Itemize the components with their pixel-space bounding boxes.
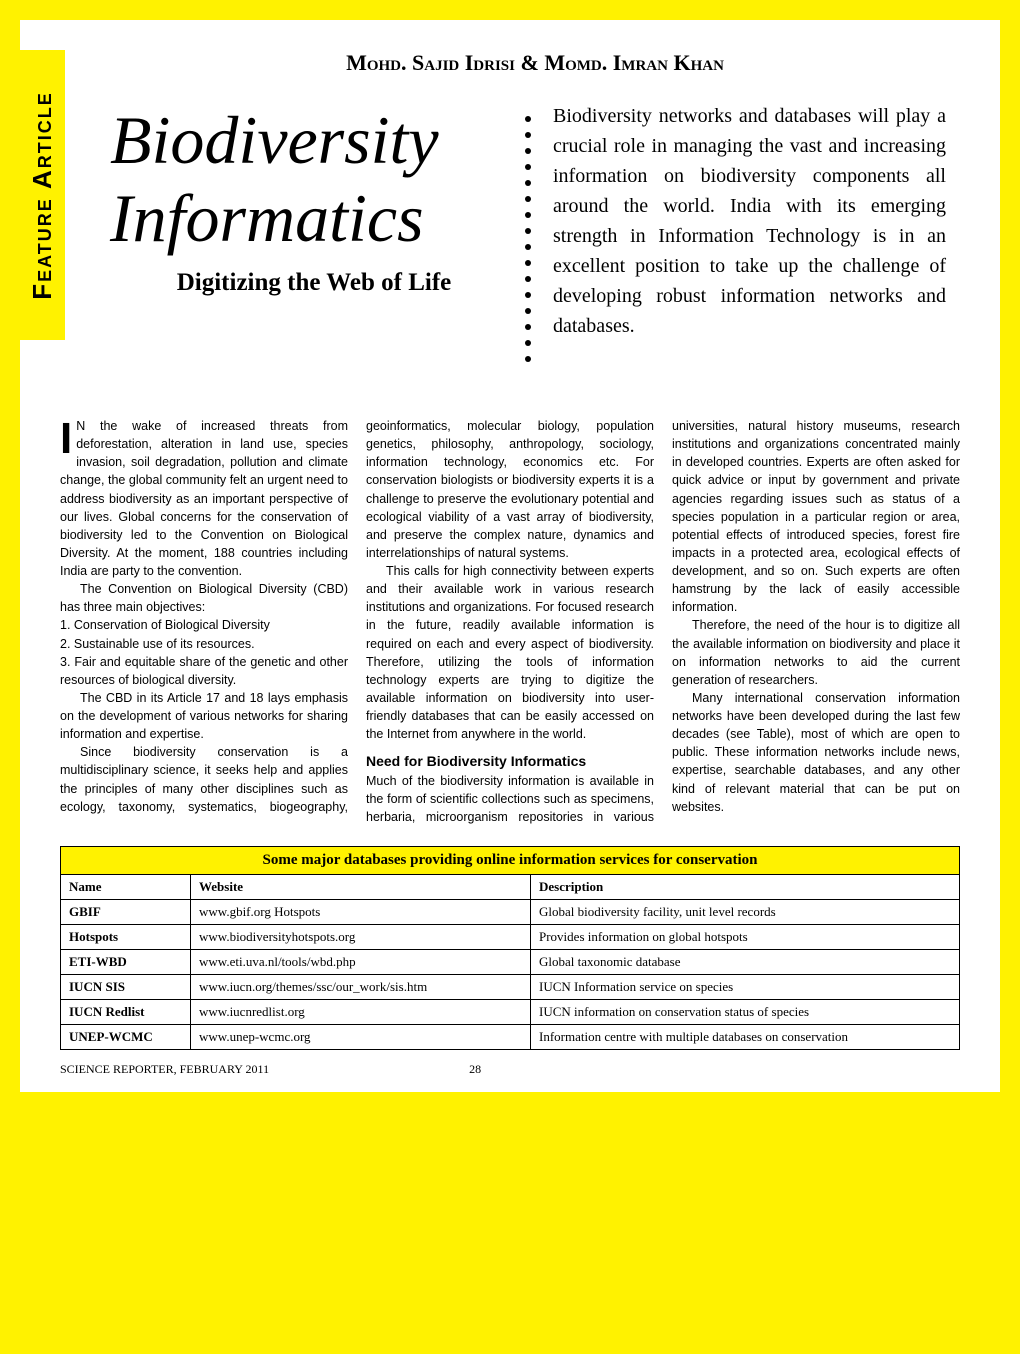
footer-page-number: 28 bbox=[469, 1062, 481, 1077]
col-description: Description bbox=[531, 874, 960, 899]
article-body: IN the wake of increased threats from de… bbox=[60, 417, 960, 826]
para-1-text: N the wake of increased threats from def… bbox=[60, 419, 348, 578]
objective-3: 3. Fair and equitable share of the genet… bbox=[60, 653, 348, 689]
table-body: GBIF www.gbif.org Hotspots Global biodiv… bbox=[61, 899, 960, 1049]
para-1: IN the wake of increased threats from de… bbox=[60, 417, 348, 580]
cell-site: www.gbif.org Hotspots bbox=[191, 899, 531, 924]
para-7: Therefore, the need of the hour is to di… bbox=[672, 616, 960, 689]
dropcap: I bbox=[60, 417, 76, 457]
col-name: Name bbox=[61, 874, 191, 899]
table-row: Hotspots www.biodiversityhotspots.org Pr… bbox=[61, 924, 960, 949]
title-block: Biodiversity Informatics Digitizing the … bbox=[110, 101, 960, 377]
feature-tag: Feature Article bbox=[20, 50, 65, 340]
table-header-row: Name Website Description bbox=[61, 874, 960, 899]
para-2: The Convention on Biological Diversity (… bbox=[60, 580, 348, 616]
cell-name: UNEP-WCMC bbox=[61, 1024, 191, 1049]
cell-name: GBIF bbox=[61, 899, 191, 924]
objective-1: 1. Conservation of Biological Diversity bbox=[60, 616, 348, 634]
main-title: Biodiversity Informatics bbox=[110, 101, 518, 257]
title-line-2: Informatics bbox=[110, 180, 424, 256]
objective-2: 2. Sustainable use of its resources. bbox=[60, 635, 348, 653]
table-row: IUCN SIS www.iucn.org/themes/ssc/our_wor… bbox=[61, 974, 960, 999]
title-left: Biodiversity Informatics Digitizing the … bbox=[110, 101, 518, 377]
table-row: GBIF www.gbif.org Hotspots Global biodiv… bbox=[61, 899, 960, 924]
table-row: IUCN Redlist www.iucnredlist.org IUCN in… bbox=[61, 999, 960, 1024]
cell-site: www.biodiversityhotspots.org bbox=[191, 924, 531, 949]
author-byline: Mohd. Sajid Idrisi & Momd. Imran Khan bbox=[110, 50, 960, 76]
databases-table: Some major databases providing online in… bbox=[60, 846, 960, 1050]
cell-name: Hotspots bbox=[61, 924, 191, 949]
cell-name: IUCN SIS bbox=[61, 974, 191, 999]
intro-text: Biodiversity networks and databases will… bbox=[538, 101, 946, 377]
cell-desc: Global biodiversity facility, unit level… bbox=[531, 899, 960, 924]
para-3: The CBD in its Article 17 and 18 lays em… bbox=[60, 689, 348, 743]
magazine-page: Feature Article Mohd. Sajid Idrisi & Mom… bbox=[20, 20, 1000, 1092]
cell-desc: IUCN information on conservation status … bbox=[531, 999, 960, 1024]
cell-desc: Information centre with multiple databas… bbox=[531, 1024, 960, 1049]
feature-tag-text: Feature Article bbox=[27, 91, 58, 300]
cell-site: www.iucnredlist.org bbox=[191, 999, 531, 1024]
page-footer: SCIENCE REPORTER, FEBRUARY 2011 28 bbox=[60, 1062, 960, 1077]
title-line-1: Biodiversity bbox=[110, 102, 439, 178]
table-row: ETI-WBD www.eti.uva.nl/tools/wbd.php Glo… bbox=[61, 949, 960, 974]
subtitle: Digitizing the Web of Life bbox=[110, 269, 518, 297]
cell-desc: IUCN Information service on species bbox=[531, 974, 960, 999]
cell-name: ETI-WBD bbox=[61, 949, 191, 974]
footer-source: SCIENCE REPORTER, FEBRUARY 2011 bbox=[60, 1062, 269, 1077]
cell-site: www.iucn.org/themes/ssc/our_work/sis.htm bbox=[191, 974, 531, 999]
cell-desc: Provides information on global hotspots bbox=[531, 924, 960, 949]
table-row: UNEP-WCMC www.unep-wcmc.org Information … bbox=[61, 1024, 960, 1049]
cell-site: www.eti.uva.nl/tools/wbd.php bbox=[191, 949, 531, 974]
col-website: Website bbox=[191, 874, 531, 899]
subheading-need: Need for Biodiversity Informatics bbox=[366, 751, 654, 771]
cell-desc: Global taxonomic database bbox=[531, 949, 960, 974]
table-caption: Some major databases providing online in… bbox=[60, 846, 960, 874]
cell-name: IUCN Redlist bbox=[61, 999, 191, 1024]
para-8: Many international conservation informat… bbox=[672, 689, 960, 816]
cell-site: www.unep-wcmc.org bbox=[191, 1024, 531, 1049]
para-5: This calls for high connectivity between… bbox=[366, 562, 654, 743]
dotted-divider bbox=[518, 101, 538, 377]
